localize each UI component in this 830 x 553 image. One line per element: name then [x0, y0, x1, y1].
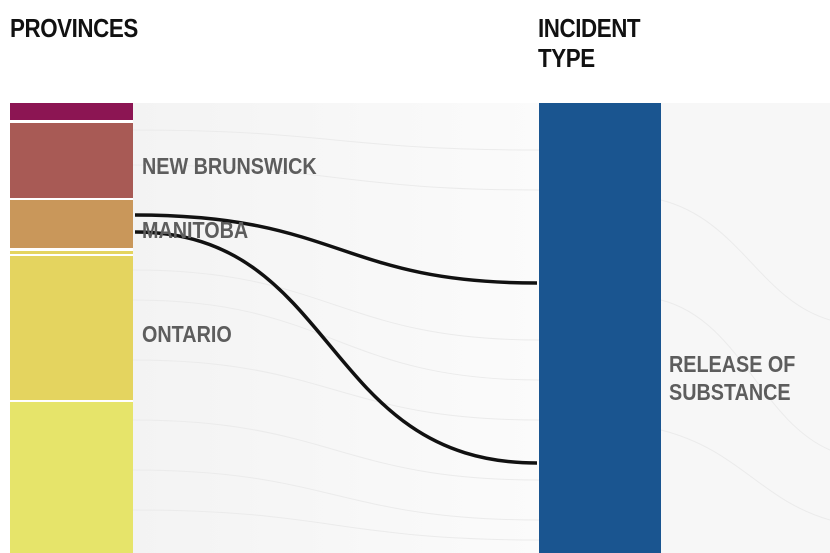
node-unlabeled-top[interactable]: [10, 103, 133, 120]
node-ontario[interactable]: [10, 256, 133, 400]
highlight-link-lower[interactable]: [134, 230, 538, 465]
incident-type-column-title: INCIDENT TYPE: [538, 13, 641, 73]
flow-area-right: [661, 103, 830, 553]
provinces-column-title: PROVINCES: [10, 13, 138, 43]
node-unlabeled-bottom[interactable]: [10, 402, 133, 553]
label-manitoba: MANITOBA: [142, 217, 249, 243]
label-new-brunswick: NEW BRUNSWICK: [142, 153, 317, 179]
background-links: [132, 129, 830, 541]
highlight-link-upper[interactable]: [134, 213, 538, 285]
label-release-of-substance: RELEASE OF SUBSTANCE: [669, 351, 796, 405]
node-ontario-sliver: [10, 251, 133, 254]
node-new-brunswick[interactable]: [10, 123, 133, 198]
node-manitoba[interactable]: [10, 200, 133, 248]
node-release-of-substance[interactable]: [539, 103, 661, 553]
label-ontario: ONTARIO: [142, 321, 232, 347]
